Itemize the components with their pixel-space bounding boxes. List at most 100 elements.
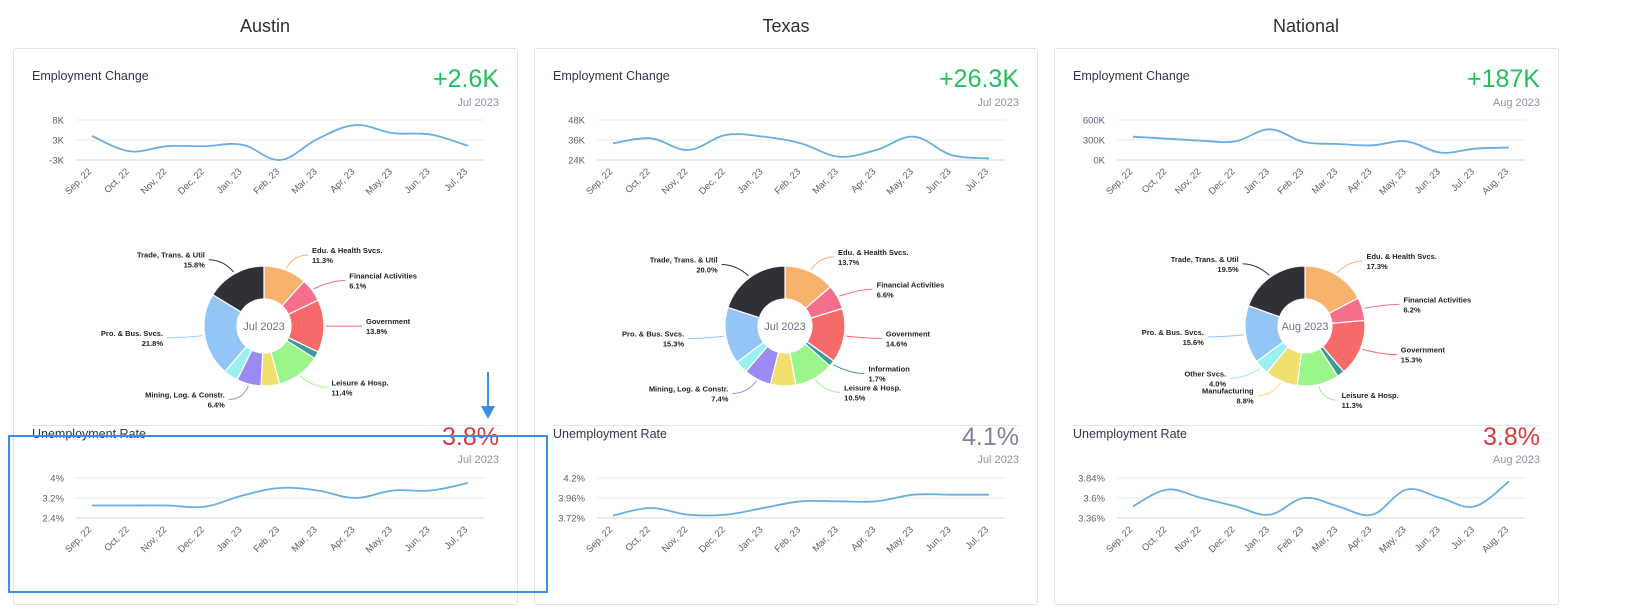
employment-change-date: Aug 2023 bbox=[1492, 97, 1540, 109]
pie-label-name: Edu. & Health Svcs. bbox=[838, 248, 908, 257]
x-tick-label: Sep, 22 bbox=[1104, 524, 1135, 555]
pie-leader-line bbox=[208, 259, 235, 273]
series-line bbox=[91, 124, 469, 161]
series-line bbox=[91, 482, 469, 509]
y-tick-label: 8K bbox=[52, 116, 64, 127]
pie-label-pct: 20.0% bbox=[696, 266, 718, 275]
employment-change-date: Jul 2023 bbox=[457, 97, 499, 109]
x-tick-label: Mar, 23 bbox=[811, 166, 841, 196]
pie-leader-line bbox=[688, 335, 724, 340]
y-tick-label: 600K bbox=[1083, 116, 1106, 127]
pie-leader-line bbox=[1230, 368, 1261, 379]
x-tick-label: Feb, 23 bbox=[252, 166, 283, 197]
pie-label-pct: 10.5% bbox=[844, 393, 866, 402]
x-tick-label: Sep, 22 bbox=[584, 524, 615, 555]
highlight-box bbox=[8, 435, 548, 593]
pie-leader-line bbox=[1242, 263, 1270, 276]
unemployment-line-chart: 4%3.2%2.4%Sep, 22 Oct, 22 Nov, 22 Dec, 22 Ja… bbox=[42, 474, 484, 556]
x-tick-label: Mar, 23 bbox=[290, 166, 320, 196]
pie-slice bbox=[1247, 265, 1306, 318]
pie-label-name: Government bbox=[1401, 346, 1446, 355]
pie-label-pct: 13.8% bbox=[366, 327, 388, 336]
pie-leader-line bbox=[1318, 386, 1338, 401]
employment-change-value: +187K bbox=[1467, 65, 1540, 93]
pie-leader-line bbox=[1364, 303, 1400, 309]
x-tick-label: Apr, 23 bbox=[1345, 524, 1374, 553]
x-tick-label: Feb, 23 bbox=[773, 166, 804, 197]
y-tick-label: 2.4% bbox=[42, 514, 64, 525]
x-tick-label: Apr, 23 bbox=[849, 166, 878, 195]
divider bbox=[553, 425, 1019, 426]
unemployment-rate-date: Aug 2023 bbox=[1492, 454, 1540, 466]
pie-slice bbox=[727, 265, 786, 319]
pie-label-pct: 19.5% bbox=[1217, 265, 1239, 274]
y-tick-label: 4.2% bbox=[563, 474, 585, 485]
series-line bbox=[1132, 128, 1510, 154]
pie-label-name: Pro. & Bus. Svcs. bbox=[1142, 328, 1204, 337]
card-texas: Employment Change +26.3K Jul 2023 48K 36K… bbox=[534, 48, 1038, 605]
card-austin: Employment Change +2.6K Jul 2023 8K 3K -3K… bbox=[13, 48, 518, 605]
x-tick-label: Apr, 23 bbox=[328, 166, 357, 195]
pie-label-pct: 7.4% bbox=[711, 394, 728, 403]
pie-label-pct: 15.3% bbox=[1401, 356, 1423, 365]
x-tick-label: Jun, 23 bbox=[924, 166, 954, 196]
pie-leader-line bbox=[167, 335, 203, 339]
unemployment-rate-date: Jul 2023 bbox=[977, 454, 1019, 466]
x-tick-label: Oct, 22 bbox=[623, 166, 652, 195]
pie-label-pct: 6.4% bbox=[208, 401, 225, 410]
pie-label-pct: 17.3% bbox=[1366, 262, 1388, 271]
pie-label-pct: 14.6% bbox=[886, 339, 908, 348]
x-tick-label: Jan, 23 bbox=[1242, 524, 1272, 554]
x-tick-label: May, 23 bbox=[885, 524, 916, 555]
y-tick-label: -3K bbox=[49, 156, 64, 167]
pie-label-pct: 11.4% bbox=[332, 388, 353, 397]
x-tick-label: Jul, 23 bbox=[964, 524, 992, 552]
x-tick-label: Dec, 22 bbox=[1207, 524, 1238, 555]
series-line bbox=[612, 493, 989, 517]
employment-change-date: Jul 2023 bbox=[977, 97, 1019, 109]
employment-change-title: Employment Change bbox=[1073, 69, 1190, 83]
pie-label-name: Leisure & Hosp. bbox=[844, 383, 901, 392]
employment-change-title: Employment Change bbox=[553, 69, 670, 83]
industry-donut-chart: Jul 2023 Edu. & Health Svcs.13.7% Financia… bbox=[622, 248, 944, 404]
x-tick-label: Jun, 23 bbox=[1413, 166, 1443, 196]
pie-label-pct: 13.7% bbox=[838, 258, 860, 267]
x-tick-label: Mar, 23 bbox=[1310, 166, 1340, 196]
pie-label-name: Leisure & Hosp. bbox=[332, 378, 389, 387]
pie-center-label: Jul 2023 bbox=[243, 321, 285, 333]
pie-label-name: Manufacturing bbox=[1202, 387, 1254, 396]
pie-leader-line bbox=[839, 288, 873, 297]
y-tick-label: 48K bbox=[568, 116, 586, 127]
pie-label-name: Edu. & Health Svcs. bbox=[312, 246, 382, 255]
region-title-austin: Austin bbox=[239, 16, 291, 36]
y-tick-label: 3.84% bbox=[1078, 474, 1105, 485]
pie-label-name: Financial Activities bbox=[1404, 295, 1472, 304]
pie-label-pct: 4.0% bbox=[1209, 379, 1226, 388]
pie-label-name: Other Svcs. bbox=[1184, 369, 1226, 378]
pie-leader-line bbox=[721, 264, 749, 277]
pie-leader-line bbox=[732, 380, 757, 394]
unemployment-rate-value: 3.8% bbox=[442, 423, 499, 451]
series-line bbox=[612, 133, 990, 160]
x-tick-label: Dec, 22 bbox=[1207, 166, 1238, 197]
card-national: Employment Change +187K Aug 2023 600K 300… bbox=[1054, 48, 1559, 605]
pie-label-pct: 6.2% bbox=[1404, 305, 1421, 314]
pie-label-name: Government bbox=[886, 329, 931, 338]
pie-label-pct: 15.3% bbox=[663, 340, 685, 349]
pie-label-name: Mining, Log. & Constr. bbox=[649, 384, 729, 393]
employment-change-title: Employment Change bbox=[32, 69, 149, 83]
x-tick-label: Nov, 22 bbox=[139, 166, 169, 196]
region-title-national: National bbox=[1272, 16, 1340, 36]
unemployment-rate-value: 4.1% bbox=[962, 423, 1019, 451]
pie-leader-line bbox=[300, 375, 328, 388]
x-tick-label: Jul, 23 bbox=[443, 166, 471, 194]
y-tick-label: 3.96% bbox=[558, 494, 585, 505]
x-tick-label: Jul, 23 bbox=[964, 166, 992, 194]
unemployment-rate-title: Unemployment Rate bbox=[32, 427, 146, 441]
pie-label-pct: 15.8% bbox=[184, 261, 206, 270]
pie-label-pct: 1.7% bbox=[869, 375, 886, 384]
pie-leader-line bbox=[1336, 260, 1363, 274]
x-tick-label: Feb, 23 bbox=[773, 524, 804, 555]
x-tick-label: Nov, 22 bbox=[1173, 166, 1203, 196]
